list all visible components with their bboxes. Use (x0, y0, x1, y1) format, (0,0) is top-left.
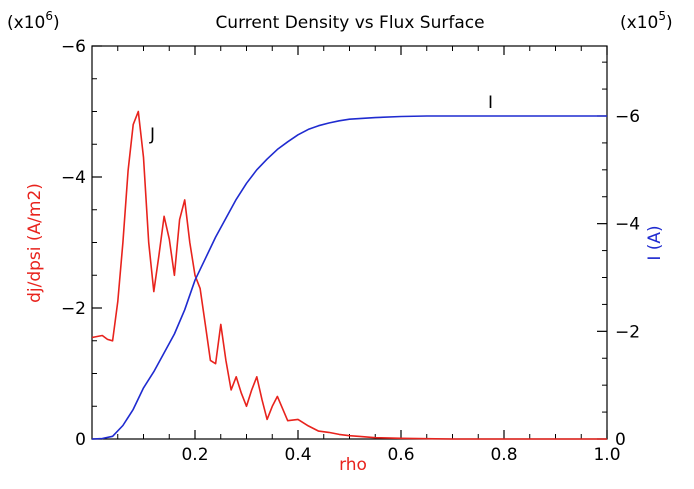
left-axis-label: dj/dpsi (A/m2) (25, 183, 45, 303)
right-tick-label: −4 (615, 215, 640, 235)
left-axis-multiplier-base: (x10 (7, 13, 45, 33)
annotation-I: I (488, 93, 493, 113)
series-group (91, 110, 607, 440)
left-tick-label: −6 (61, 37, 86, 57)
left-tick-label: −4 (61, 168, 86, 188)
x-tick-label: 0.8 (490, 445, 517, 465)
x-tick-label: 1.0 (593, 445, 620, 465)
right-tick-label: −2 (615, 322, 640, 342)
x-tick-label: 0.4 (284, 445, 311, 465)
right-axis-ticks: 0 −2 −4 −6 (597, 61, 640, 450)
left-axis-multiplier-exp: 6 (45, 9, 53, 23)
right-axis-multiplier: (x105) (620, 9, 673, 33)
series-line-J (91, 110, 607, 440)
left-tick-label: −2 (61, 299, 86, 319)
right-tick-label: −6 (615, 107, 640, 127)
left-axis-multiplier: (x106) (7, 9, 60, 33)
chart-title: Current Density vs Flux Surface (215, 13, 484, 33)
x-axis-ticks: 0.2 0.4 0.6 0.8 1.0 (117, 46, 621, 465)
left-axis-ticks: 0 −2 −4 −6 (61, 37, 102, 450)
series-line-I (91, 115, 607, 440)
x-axis-label: rho (339, 455, 367, 475)
right-tick-label: 0 (615, 430, 626, 450)
x-tick-label: 0.6 (387, 445, 414, 465)
x-tick-label: 0.2 (181, 445, 208, 465)
annotation-J: J (149, 125, 155, 145)
left-tick-label: 0 (75, 430, 86, 450)
right-axis-multiplier-base: (x10 (620, 13, 658, 33)
right-axis-label: I (A) (645, 225, 665, 260)
right-axis-multiplier-exp: 5 (658, 9, 666, 23)
